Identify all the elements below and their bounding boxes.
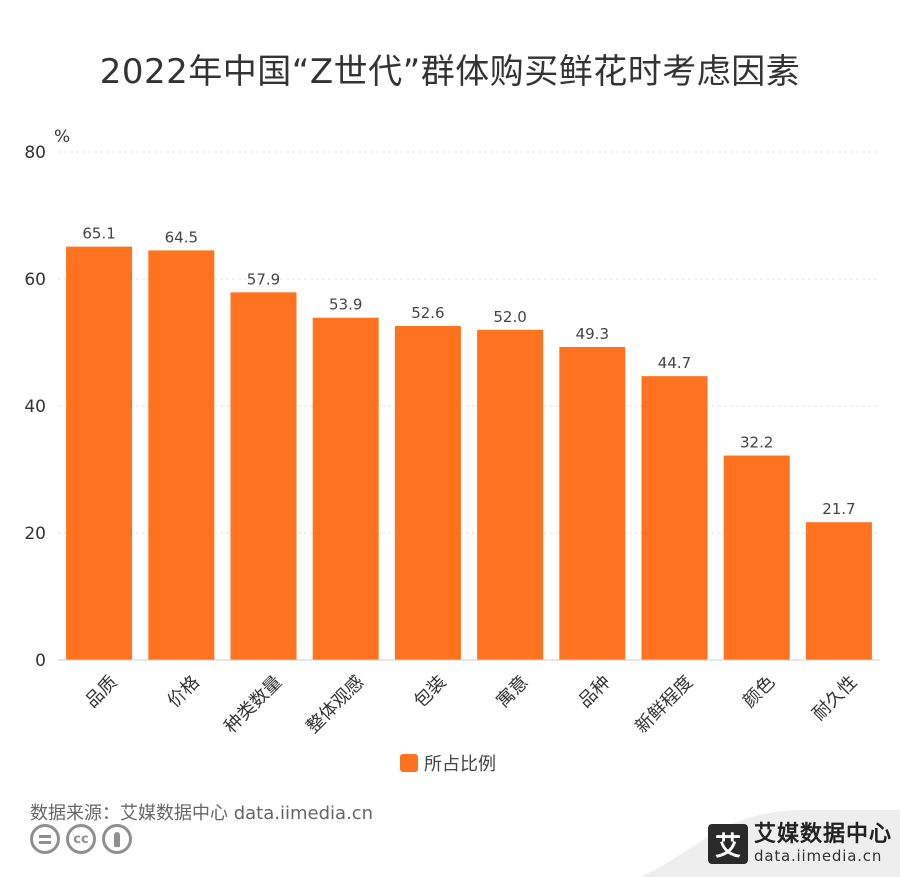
data-label: 53.9: [329, 296, 362, 314]
bar[interactable]: [559, 346, 626, 660]
bar[interactable]: [723, 455, 790, 660]
source-note: 数据来源：艾媒数据中心 data.iimedia.cn: [30, 803, 374, 824]
data-label: 65.1: [82, 225, 115, 243]
y-tick-label: 0: [35, 651, 46, 671]
bar[interactable]: [641, 376, 708, 660]
data-label: 52.6: [411, 304, 444, 322]
bar[interactable]: [805, 522, 872, 660]
y-tick-label: 60: [24, 270, 46, 290]
brand-name: 艾媒数据中心: [754, 822, 893, 847]
bar[interactable]: [477, 329, 544, 660]
chart-title: 2022年中国“Z世代”群体购买鲜花时考虑因素: [99, 52, 801, 92]
bar[interactable]: [312, 317, 379, 660]
bar[interactable]: [66, 246, 133, 661]
cc-icon: cc: [66, 824, 96, 854]
legend[interactable]: 所占比例: [400, 750, 496, 776]
equals-icon: [30, 824, 60, 854]
person-icon: [102, 824, 132, 854]
data-label: 52.0: [493, 308, 526, 326]
y-tick-label: 80: [24, 143, 46, 163]
brand-url: data.iimedia.cn: [754, 847, 883, 865]
bar[interactable]: [148, 250, 215, 661]
data-label: 21.7: [822, 500, 855, 518]
license-icons: cc: [30, 824, 132, 854]
y-axis-unit: %: [54, 127, 70, 147]
y-tick-label: 40: [24, 397, 46, 417]
legend-label: 所占比例: [424, 754, 496, 775]
bar[interactable]: [394, 325, 461, 660]
data-label: 49.3: [576, 325, 609, 343]
y-axis: 0 20 40 60 80%: [24, 127, 70, 671]
data-label: 32.2: [740, 434, 773, 452]
brand-logo: 艾 艾媒数据中心 data.iimedia.cn: [708, 823, 892, 865]
y-tick-label: 20: [24, 524, 46, 544]
data-labels: 65.1 64.5 57.9 53.9 52.6 52.0 49.3 44.7 32.2 21.7: [82, 225, 855, 519]
data-label: 64.5: [165, 228, 198, 246]
data-label: 57.9: [247, 270, 280, 288]
legend-swatch: [400, 754, 418, 772]
bar[interactable]: [230, 292, 297, 660]
data-label: 44.7: [658, 354, 691, 372]
brand-logo-mark: 艾: [708, 824, 748, 864]
bars: [66, 246, 872, 661]
